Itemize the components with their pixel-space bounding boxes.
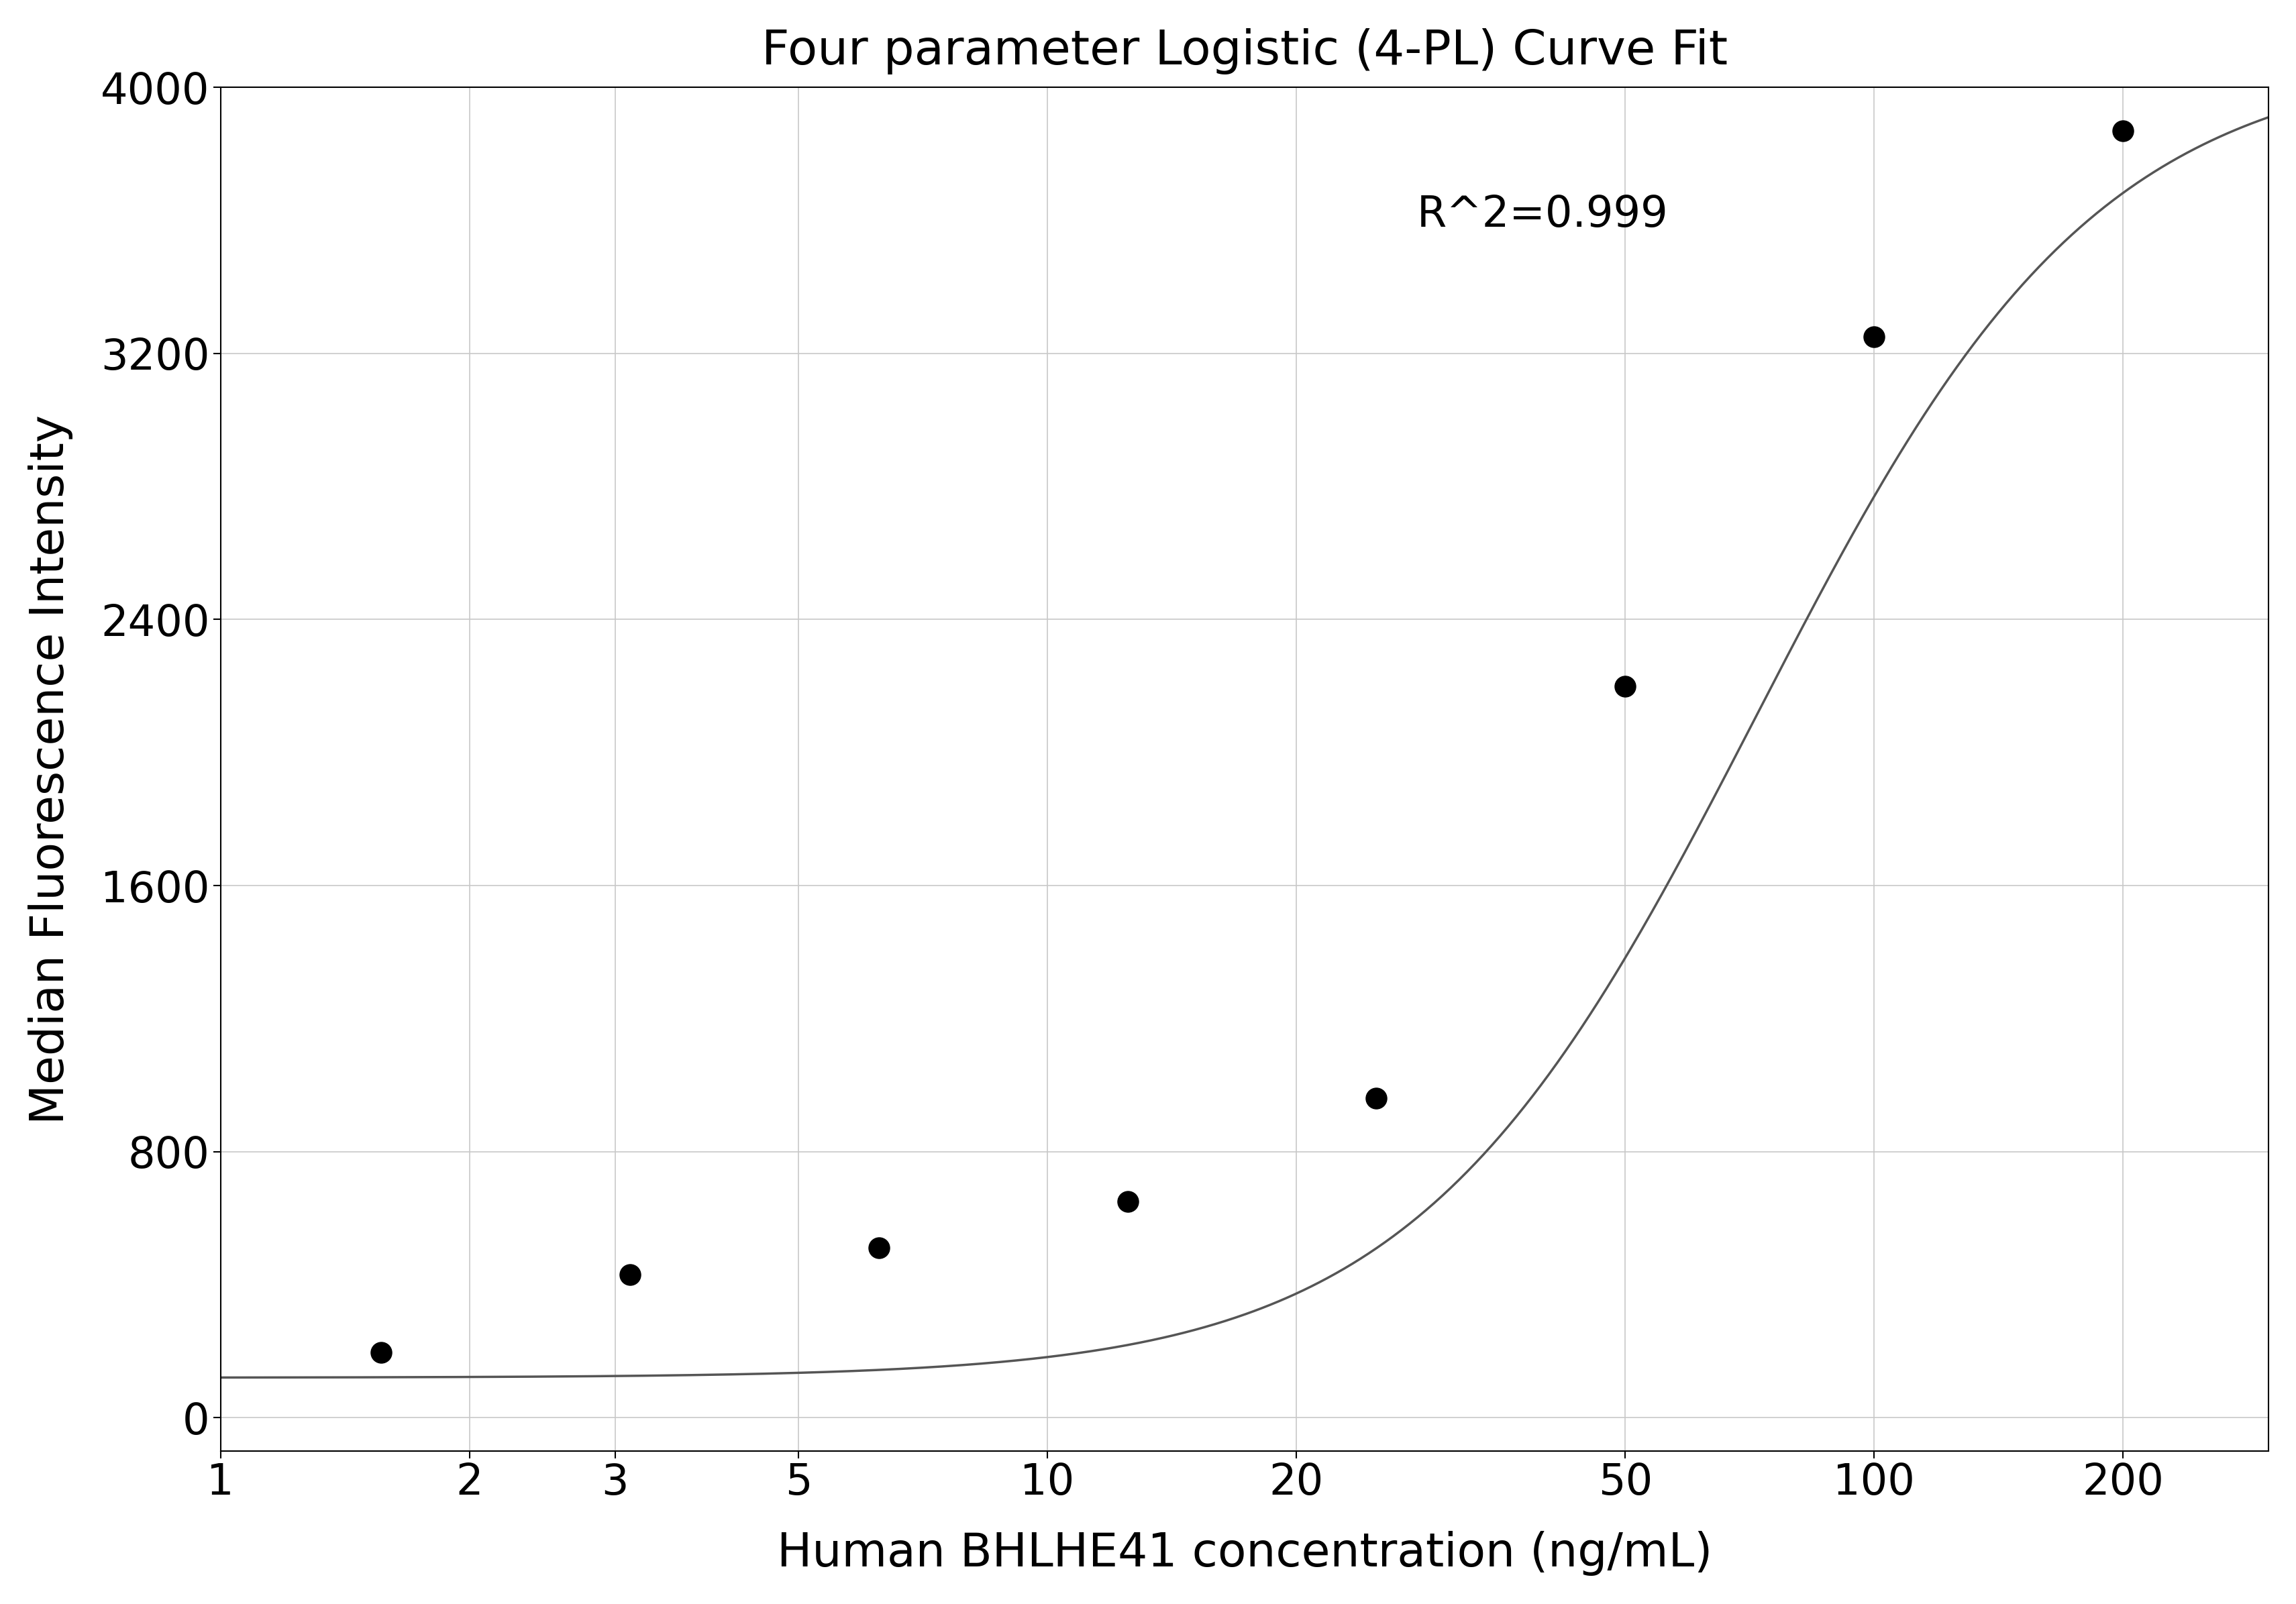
Point — [1357, 1086, 1394, 1112]
Title: Four parameter Logistic (4-PL) Curve Fit: Four parameter Logistic (4-PL) Curve Fit — [762, 27, 1727, 74]
Point — [2103, 117, 2140, 143]
Point — [1855, 324, 1892, 350]
Point — [1607, 674, 1644, 699]
X-axis label: Human BHLHE41 concentration (ng/mL): Human BHLHE41 concentration (ng/mL) — [776, 1532, 1713, 1577]
Point — [611, 1262, 647, 1288]
Point — [1109, 1189, 1146, 1214]
Text: R^2=0.999: R^2=0.999 — [1417, 194, 1669, 236]
Y-axis label: Median Fluorescence Intensity: Median Fluorescence Intensity — [28, 414, 73, 1124]
Point — [363, 1339, 400, 1365]
Point — [861, 1235, 898, 1261]
